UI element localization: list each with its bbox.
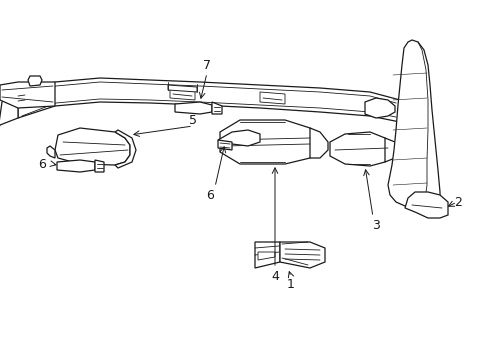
Text: 4: 4 xyxy=(270,270,278,283)
Polygon shape xyxy=(175,102,212,114)
Text: 6: 6 xyxy=(38,158,46,171)
Polygon shape xyxy=(0,82,55,108)
Polygon shape xyxy=(28,76,42,86)
Polygon shape xyxy=(47,146,55,158)
Text: 1: 1 xyxy=(286,279,294,292)
Polygon shape xyxy=(258,252,274,260)
Polygon shape xyxy=(260,92,285,104)
Polygon shape xyxy=(95,160,104,172)
Text: 7: 7 xyxy=(203,59,210,72)
Polygon shape xyxy=(329,132,389,166)
Polygon shape xyxy=(404,192,447,218)
Text: 5: 5 xyxy=(189,113,197,126)
Polygon shape xyxy=(168,85,197,92)
Text: 6: 6 xyxy=(205,189,214,202)
Polygon shape xyxy=(309,128,327,158)
Polygon shape xyxy=(55,128,130,165)
Polygon shape xyxy=(115,130,136,168)
Polygon shape xyxy=(280,242,325,268)
Polygon shape xyxy=(212,102,222,114)
Polygon shape xyxy=(218,130,260,146)
Text: 2: 2 xyxy=(453,195,461,208)
Polygon shape xyxy=(254,242,280,268)
Polygon shape xyxy=(18,78,404,122)
Polygon shape xyxy=(218,140,231,150)
Polygon shape xyxy=(0,92,18,130)
Polygon shape xyxy=(170,88,195,100)
Polygon shape xyxy=(387,40,439,215)
Polygon shape xyxy=(57,160,95,172)
Text: 3: 3 xyxy=(371,219,379,231)
Polygon shape xyxy=(220,120,314,164)
Polygon shape xyxy=(364,98,394,118)
Polygon shape xyxy=(384,138,399,162)
